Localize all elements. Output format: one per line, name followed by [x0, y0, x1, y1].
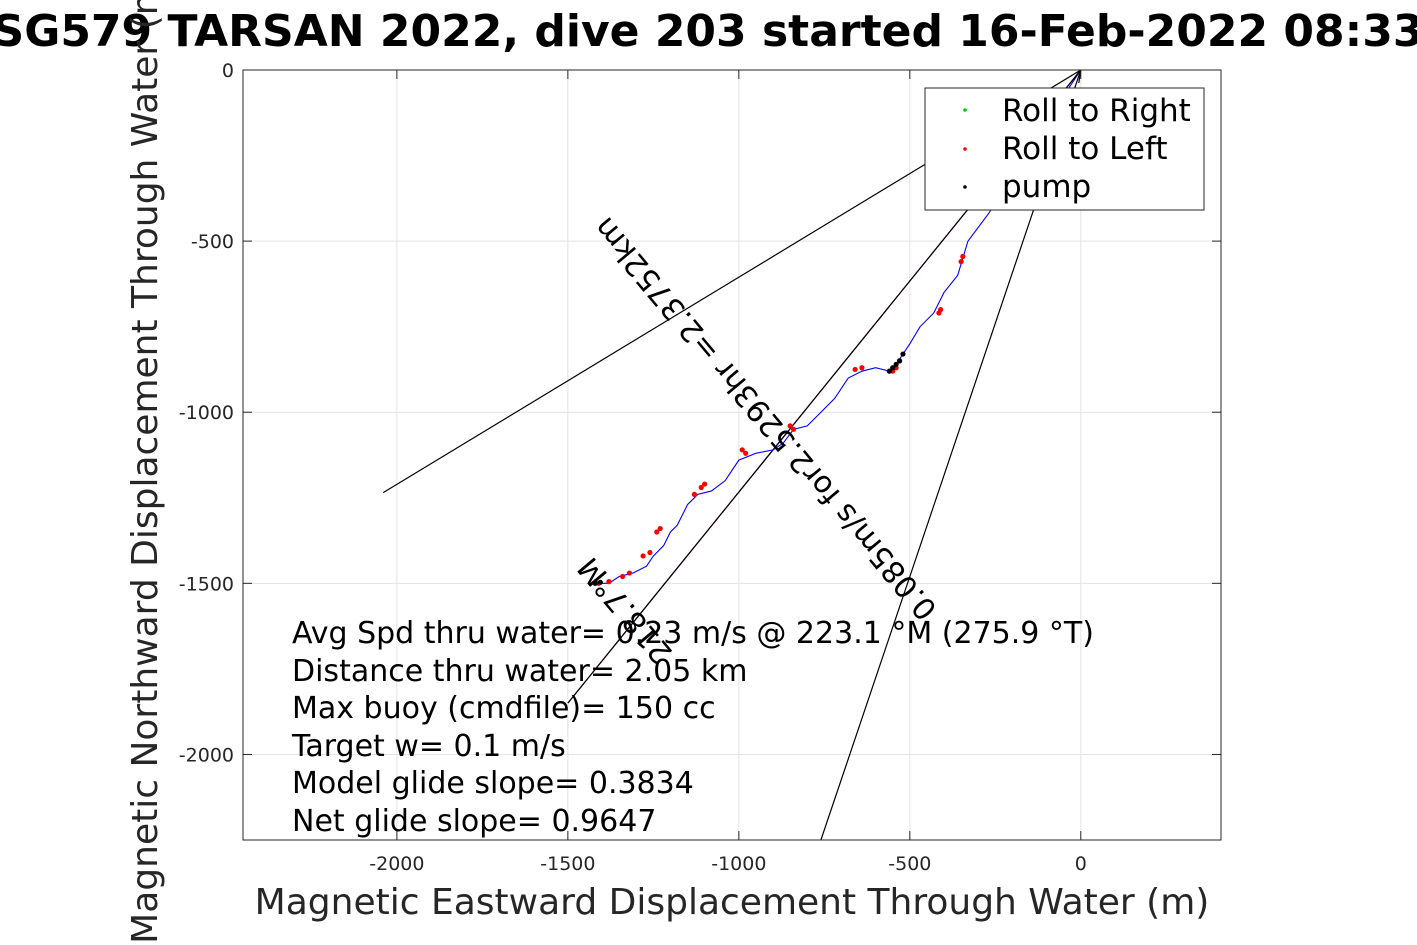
- legend: Roll to Right Roll to Left pump: [924, 87, 1205, 211]
- legend-label-roll-right: Roll to Right: [1002, 93, 1191, 129]
- marker-point: [787, 423, 793, 429]
- legend-box: [924, 87, 1205, 211]
- marker-point: [958, 259, 964, 265]
- marker-point: [702, 481, 708, 487]
- marker-point: [960, 253, 966, 260]
- x-tick-label: -500: [888, 853, 931, 875]
- marker-point: [886, 368, 892, 374]
- stats-line-distance: Distance thru water= 2.05 km: [292, 654, 747, 689]
- marker-point: [900, 351, 906, 357]
- y-tick-label: -1000: [179, 402, 234, 424]
- x-tick-label: 0: [1075, 853, 1087, 875]
- marker-point: [896, 358, 903, 364]
- marker-point: [647, 549, 653, 556]
- marker-point: [640, 553, 646, 559]
- marker-point: [698, 484, 704, 491]
- axes-frame: [242, 69, 1222, 841]
- marker-point: [739, 447, 745, 453]
- marker-point: [657, 525, 663, 532]
- stats-line-model-glide-slope: Model glide slope= 0.3834: [292, 766, 694, 801]
- marker-point: [619, 573, 626, 580]
- x-axis-label: Magnetic Eastward Displacement Through W…: [255, 882, 1210, 923]
- marker-point: [890, 365, 896, 371]
- y-tick-label: -500: [191, 231, 234, 253]
- marker-point: [626, 570, 633, 576]
- y-axis-label: Magnetic Northward Displacement Through …: [125, 0, 166, 944]
- y-tick-label: 0: [222, 60, 234, 82]
- marker-point: [893, 361, 899, 367]
- marker-point: [743, 450, 749, 456]
- x-tick-label: -1000: [711, 853, 766, 875]
- legend-marker-roll-right: [963, 108, 967, 112]
- y-tick-label: -1500: [179, 573, 234, 595]
- legend-label-pump: pump: [1002, 169, 1091, 205]
- legend-label-roll-left: Roll to Left: [1002, 131, 1168, 167]
- marker-point: [936, 310, 942, 316]
- marker-point: [592, 580, 598, 586]
- x-tick-label: -1500: [540, 853, 595, 875]
- chart-title: SG579 TARSAN 2022, dive 203 started 16-F…: [0, 6, 1417, 57]
- marker-point: [859, 365, 865, 371]
- marker-point: [606, 579, 612, 585]
- x-tick-label: -2000: [369, 853, 424, 875]
- stats-line-avg-speed: Avg Spd thru water= 0.23 m/s @ 223.1 °M …: [292, 616, 1094, 651]
- legend-marker-pump: [963, 185, 967, 189]
- marker-point: [691, 491, 697, 497]
- stats-line-net-glide-slope: Net glide slope= 0.9647: [292, 804, 656, 839]
- marker-point: [597, 579, 603, 585]
- legend-marker-roll-left: [963, 147, 967, 151]
- marker-point: [654, 529, 660, 535]
- stats-line-max-buoy: Max buoy (cmdfile)= 150 cc: [292, 691, 716, 726]
- marker-point: [852, 366, 858, 373]
- y-tick-label: -2000: [179, 744, 234, 766]
- stats-line-target-w: Target w= 0.1 m/s: [291, 729, 566, 764]
- stats-block: Avg Spd thru water= 0.23 m/s @ 223.1 °M …: [291, 616, 1094, 839]
- marker-point: [790, 426, 797, 432]
- tick-layer: -2000 -1500 -1000 -500 0 0 -500 -1000 -1500 -2000: [179, 60, 1221, 875]
